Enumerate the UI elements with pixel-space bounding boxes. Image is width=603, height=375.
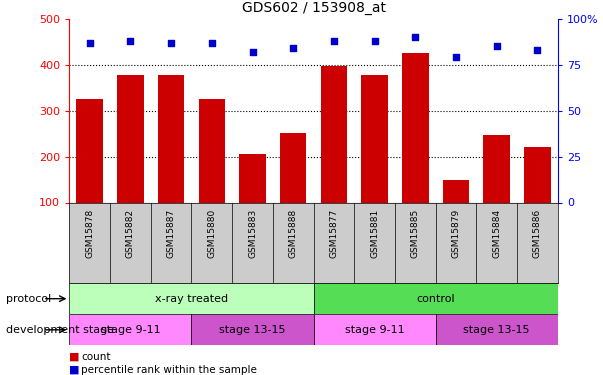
- Text: GSM15877: GSM15877: [329, 209, 338, 258]
- Point: [207, 40, 216, 46]
- Point: [532, 47, 542, 53]
- Bar: [524, 147, 551, 202]
- Text: GSM15884: GSM15884: [492, 209, 501, 258]
- Bar: [192, 314, 314, 345]
- Point: [411, 34, 420, 40]
- Point: [492, 44, 502, 50]
- Bar: [77, 99, 103, 202]
- Point: [329, 38, 339, 44]
- Text: GSM15885: GSM15885: [411, 209, 420, 258]
- Text: x-ray treated: x-ray treated: [155, 294, 228, 304]
- Text: count: count: [81, 352, 111, 362]
- Text: stage 13-15: stage 13-15: [219, 325, 286, 335]
- Text: GSM15887: GSM15887: [166, 209, 175, 258]
- Bar: [402, 53, 429, 202]
- Text: protocol: protocol: [6, 294, 51, 304]
- Point: [370, 38, 379, 44]
- Bar: [321, 66, 347, 203]
- Text: GSM15880: GSM15880: [207, 209, 216, 258]
- Text: GSM15882: GSM15882: [126, 209, 135, 258]
- Point: [85, 40, 95, 46]
- Point: [451, 54, 461, 60]
- Text: ■: ■: [69, 365, 80, 375]
- Text: GSM15883: GSM15883: [248, 209, 257, 258]
- Text: percentile rank within the sample: percentile rank within the sample: [81, 365, 257, 375]
- Text: GSM15881: GSM15881: [370, 209, 379, 258]
- Bar: [198, 99, 225, 202]
- Text: control: control: [416, 294, 455, 304]
- Bar: [314, 283, 558, 314]
- Text: stage 9-11: stage 9-11: [101, 325, 160, 335]
- Bar: [239, 154, 266, 203]
- Bar: [484, 135, 510, 202]
- Bar: [69, 283, 314, 314]
- Bar: [443, 180, 469, 203]
- Text: GSM15878: GSM15878: [85, 209, 94, 258]
- Bar: [314, 314, 435, 345]
- Bar: [361, 75, 388, 202]
- Text: development stage: development stage: [6, 325, 114, 335]
- Text: stage 13-15: stage 13-15: [464, 325, 530, 335]
- Bar: [158, 75, 185, 202]
- Bar: [280, 133, 306, 202]
- Point: [288, 45, 298, 51]
- Bar: [69, 314, 192, 345]
- Point: [125, 38, 135, 44]
- Text: ■: ■: [69, 352, 80, 362]
- Text: stage 9-11: stage 9-11: [345, 325, 405, 335]
- Text: GSM15888: GSM15888: [289, 209, 298, 258]
- Point: [248, 49, 257, 55]
- Point: [166, 40, 176, 46]
- Title: GDS602 / 153908_at: GDS602 / 153908_at: [242, 1, 385, 15]
- Text: GSM15879: GSM15879: [452, 209, 461, 258]
- Bar: [117, 75, 144, 202]
- Bar: [435, 314, 558, 345]
- Text: GSM15886: GSM15886: [533, 209, 542, 258]
